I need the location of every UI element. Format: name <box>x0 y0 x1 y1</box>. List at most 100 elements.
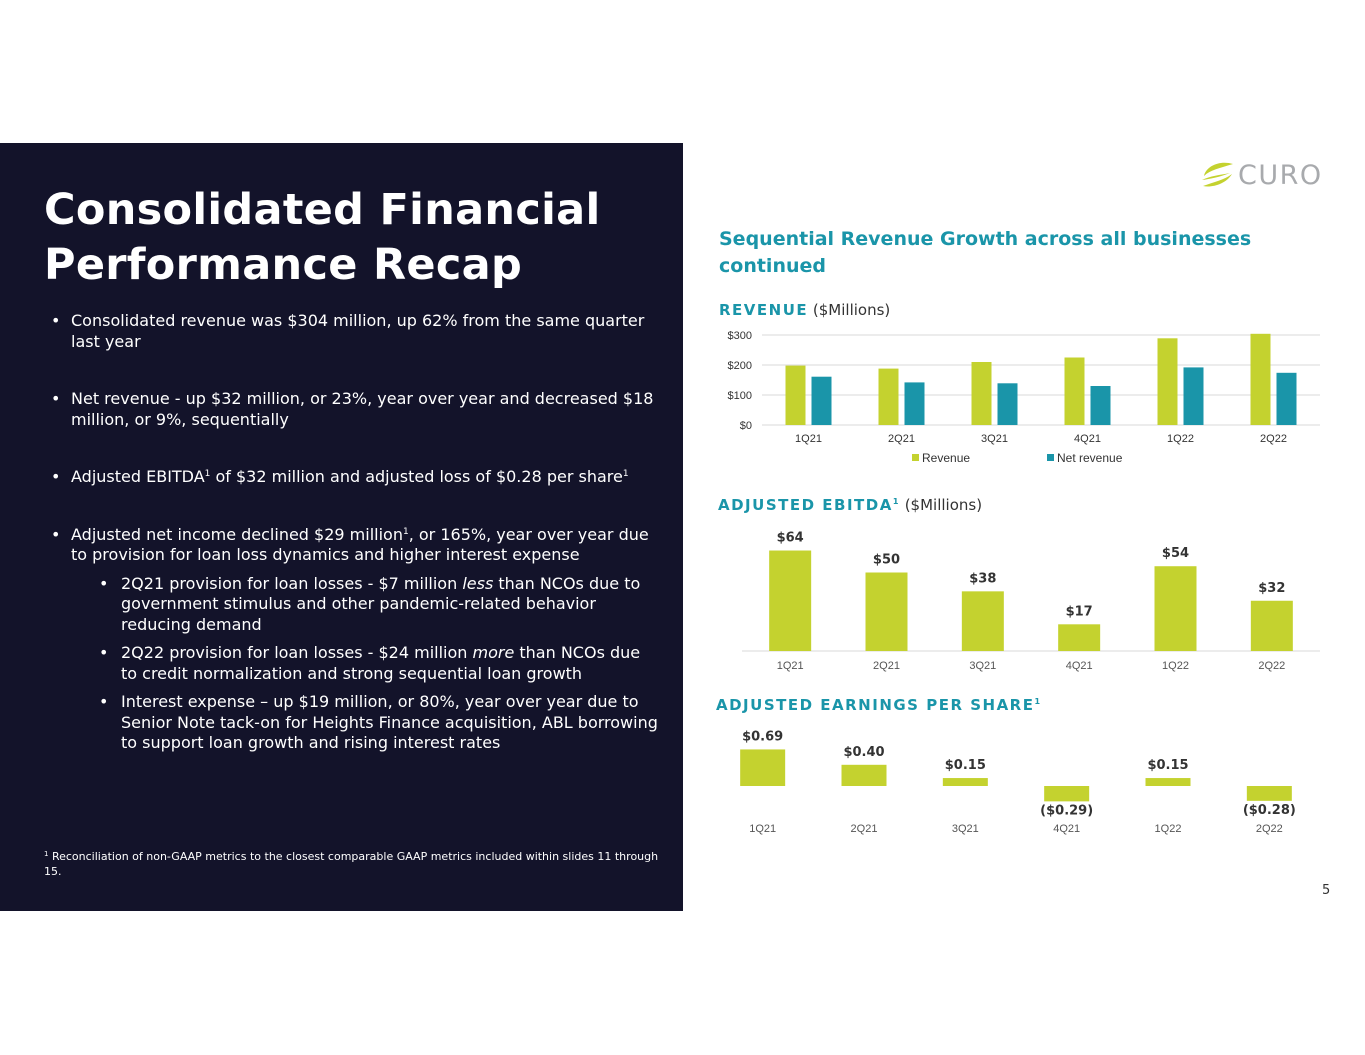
bullet-text: than NCOs due to government stimulus and… <box>121 573 641 634</box>
heading-title: REVENUE <box>719 301 809 319</box>
emphasis-text: less <box>462 573 494 593</box>
x-tick-label: 2Q21 <box>851 823 878 835</box>
legend-label: Net revenue <box>1057 451 1123 465</box>
bar-revenue <box>785 365 806 425</box>
bullet-text: 2Q21 provision for loan losses - $7 mill… <box>121 573 463 593</box>
revenue-chart-heading: REVENUE ($Millions) <box>719 300 890 320</box>
title-line-2: Performance Recap <box>44 240 523 290</box>
x-tick-label: 4Q21 <box>1066 660 1093 672</box>
x-tick-label: 1Q22 <box>1162 660 1189 672</box>
y-tick-label: $300 <box>728 330 752 342</box>
x-tick-label: 1Q22 <box>1155 823 1182 835</box>
eps-chart-heading: ADJUSTED EARNINGS PER SHARE1 <box>716 695 1042 715</box>
data-label: $0.15 <box>1147 758 1188 773</box>
bar-net-revenue <box>1276 372 1297 425</box>
bar-net-revenue <box>997 383 1018 425</box>
bullet-text: Consolidated revenue was $304 million, u… <box>71 311 645 351</box>
data-label: $38 <box>969 571 996 586</box>
ebitda-chart-heading: ADJUSTED EBITDA1 ($Millions) <box>718 495 982 515</box>
footnote-ref: 1 <box>622 469 629 479</box>
data-label: $32 <box>1258 581 1285 596</box>
heading-title: ADJUSTED EBITDA <box>718 496 893 514</box>
bar-net-revenue <box>1090 386 1111 425</box>
heading-title: ADJUSTED EARNINGS PER SHARE <box>716 696 1035 714</box>
slide: Consolidated Financial Performance Recap… <box>0 143 1365 911</box>
data-label: $17 <box>1066 604 1093 619</box>
eps-chart: $0.69 1Q21 $0.40 2Q21 $0.15 3Q21 ($0.29) 4Q21 $0… <box>740 729 1296 835</box>
data-label: $0.69 <box>742 729 783 744</box>
legend-label: Revenue <box>922 451 970 465</box>
footnote-ref: 1 <box>1034 697 1042 706</box>
data-label: $54 <box>1162 546 1189 561</box>
bar <box>942 778 988 786</box>
footnote-ref: 1 <box>892 497 900 506</box>
x-tick-label: 1Q22 <box>1167 433 1194 445</box>
y-tick-label: $200 <box>728 360 752 372</box>
y-tick-label: $0 <box>740 420 752 432</box>
footnote-text: Reconciliation of non-GAAP metrics to th… <box>44 850 659 878</box>
title-line-1: Consolidated Financial <box>44 185 601 235</box>
bullet-text: 2Q22 provision for loan losses - $24 mil… <box>121 643 473 662</box>
logo: CURO <box>1200 158 1340 194</box>
bar <box>740 749 786 786</box>
x-tick-label: 3Q21 <box>952 823 979 835</box>
bar-revenue <box>1064 357 1085 425</box>
heading-unit: ($Millions) <box>808 301 891 319</box>
bar <box>769 550 812 651</box>
bullet-text: Net revenue - up $32 million, or 23%, ye… <box>71 389 654 429</box>
sub-bullet-item: 2Q22 provision for loan losses - $24 mil… <box>91 643 660 684</box>
revenue-chart: $0 $100 $200 $300 1Q21 2Q21 3Q21 4Q21 1Q22 2Q22 Re… <box>728 330 1320 465</box>
bar <box>961 591 1004 651</box>
bar <box>865 572 908 651</box>
data-label: $64 <box>777 531 804 546</box>
footnote: 1 Reconciliation of non-GAAP metrics to … <box>44 847 664 879</box>
footnote-ref: 1 <box>402 526 409 537</box>
x-tick-label: 2Q22 <box>1258 660 1285 672</box>
bar-revenue <box>1250 333 1271 425</box>
x-tick-label: 2Q21 <box>873 660 900 672</box>
bullet-text: of $32 million and adjusted loss of $0.2… <box>210 467 623 486</box>
heading-unit: ($Millions) <box>899 496 983 514</box>
x-tick-label: 2Q22 <box>1256 823 1283 835</box>
bar <box>1246 786 1292 801</box>
bar <box>1058 624 1101 651</box>
page-number: 5 <box>1322 883 1331 898</box>
page-title: Consolidated Financial Performance Recap <box>44 183 664 293</box>
bar-revenue <box>971 362 992 425</box>
legend-swatch <box>1047 454 1054 461</box>
bullet-item: Adjusted net income declined $29 million… <box>50 525 660 754</box>
x-tick-label: 4Q21 <box>1053 823 1080 835</box>
bar <box>1250 600 1293 651</box>
footnote-ref: 1 <box>204 469 211 479</box>
data-label: ($0.29) <box>1040 803 1093 818</box>
x-tick-label: 4Q21 <box>1074 433 1101 445</box>
bullet-text: than NCOs due to credit normalization an… <box>121 643 641 683</box>
x-tick-label: 2Q21 <box>888 433 915 445</box>
bullet-text: Interest expense – up $19 million, or 80… <box>121 692 658 752</box>
data-label: $0.40 <box>843 745 884 760</box>
x-tick-label: 3Q21 <box>981 433 1008 445</box>
bullet-text: , or 165%, year over year due to provisi… <box>71 524 649 565</box>
ebitda-chart: $64 1Q21 $50 2Q21 $38 3Q21 $17 4Q21 $54 1Q22 $32 2Q… <box>742 531 1320 672</box>
bullet-text: Adjusted EBITDA <box>71 467 205 486</box>
bar <box>841 764 887 786</box>
bullet-item: Adjusted EBITDA1 of $32 million and adju… <box>50 467 660 488</box>
x-tick-label: 2Q22 <box>1260 433 1287 445</box>
bar-net-revenue <box>1183 367 1204 425</box>
bullet-text: Adjusted net income declined $29 million <box>71 524 403 544</box>
bar-revenue <box>1157 338 1178 425</box>
bullet-item: Consolidated revenue was $304 million, u… <box>50 311 660 352</box>
x-tick-label: 1Q21 <box>777 660 804 672</box>
x-tick-label: 3Q21 <box>969 660 996 672</box>
data-label: ($0.28) <box>1243 803 1296 818</box>
x-tick-label: 1Q21 <box>749 823 776 835</box>
bar <box>1154 566 1197 651</box>
legend-swatch <box>912 454 919 461</box>
curo-leaf-icon <box>1202 162 1233 187</box>
data-label: $0.15 <box>945 758 986 773</box>
logo-text: CURO <box>1238 160 1323 191</box>
left-panel: Consolidated Financial Performance Recap… <box>0 143 683 911</box>
data-label: $50 <box>873 553 900 568</box>
bullet-list: Consolidated revenue was $304 million, u… <box>50 311 660 762</box>
bar-revenue <box>878 368 899 425</box>
